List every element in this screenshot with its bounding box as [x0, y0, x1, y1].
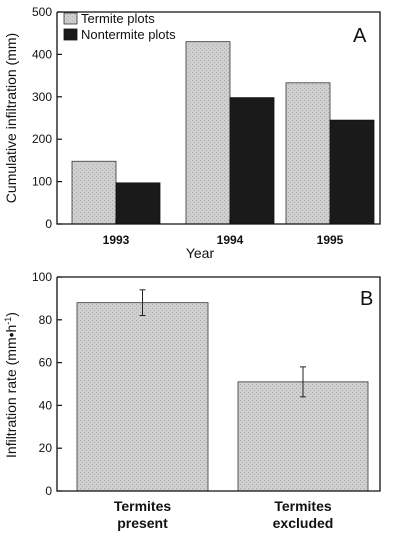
bar-termite-1994 — [185, 41, 231, 225]
panel-b-bars — [76, 289, 369, 492]
panel-b-y-tick-label: 40 — [39, 398, 53, 412]
panel-b-y-tick-label: 80 — [39, 313, 53, 327]
panel-a-y-axis-label: Cumulative infiltration (mm) — [3, 33, 19, 203]
panel-b-y-label-tail: ) — [3, 312, 19, 317]
bar-nontermite-1995 — [329, 119, 375, 225]
panel-a-y-tick-label: 200 — [32, 132, 52, 146]
panel-b-y-ticks: 0 20 40 60 80 100 — [32, 270, 62, 498]
panel-a-x-axis-label: Year — [186, 245, 215, 261]
panel-a-x-tick-label: 1995 — [317, 233, 344, 247]
bar-nontermite-1993 — [115, 182, 161, 225]
panel-a-y-ticks: 0 100 200 300 400 500 — [32, 5, 62, 231]
panel-b-y-tick-label: 20 — [39, 441, 53, 455]
panel-a-bars — [71, 41, 375, 225]
panel-b-x-tick-label: present — [117, 515, 168, 531]
panel-b-axes — [56, 276, 381, 492]
panel-a-x-categories: 1993 1994 1995 — [103, 219, 344, 247]
panel-a-x-tick-label: 1994 — [217, 233, 244, 247]
panel-b-y-tick-label: 60 — [39, 356, 53, 370]
panel-a-axes — [56, 11, 381, 225]
panel-a-x-tick-label: 1993 — [103, 233, 130, 247]
panel-b-y-tick-label: 100 — [32, 270, 52, 284]
bar-termites-present — [76, 302, 209, 492]
panel-b-x-tick-label: Termites — [114, 498, 172, 514]
panel-a-y-tick-label: 400 — [32, 47, 52, 61]
panel-b-letter: B — [360, 288, 373, 310]
panel-b-y-label-main: Infiltration rate (mm•h — [3, 325, 19, 458]
legend-swatch-termite — [63, 12, 78, 25]
panel-a-y-tick-label: 300 — [32, 90, 52, 104]
panel-a-frame — [56, 11, 381, 225]
bar-termites-excluded — [237, 381, 369, 492]
panel-b-x-tick-label: Termites — [274, 498, 332, 514]
panel-a-legend: Termite plots Nontermite plots — [63, 11, 176, 42]
panel-a-y-tick-label: 0 — [45, 217, 52, 231]
panel-b-x-tick-label: excluded — [273, 515, 334, 531]
panel-b-y-axis-label: Infiltration rate (mm•h-1) — [3, 312, 19, 458]
bar-termite-1995 — [285, 82, 331, 225]
panel-a-y-tick-label: 100 — [32, 175, 52, 189]
panel-a-y-tick-label: 500 — [32, 5, 52, 19]
chart-panel-a: 0 100 200 300 400 500 1993 1994 1995 A Year Cum… — [3, 5, 381, 261]
panel-b-frame — [56, 276, 381, 492]
legend-swatch-nontermite — [63, 28, 78, 41]
panel-b-y-tick-label: 0 — [45, 484, 52, 498]
panel-a-letter: A — [353, 25, 367, 47]
bar-termite-1993 — [71, 160, 117, 225]
panel-b-y-label-sup: -1 — [3, 317, 13, 325]
legend-label-termite: Termite plots — [81, 11, 155, 26]
legend-label-nontermite: Nontermite plots — [81, 27, 176, 42]
bar-nontermite-1994 — [229, 97, 275, 225]
